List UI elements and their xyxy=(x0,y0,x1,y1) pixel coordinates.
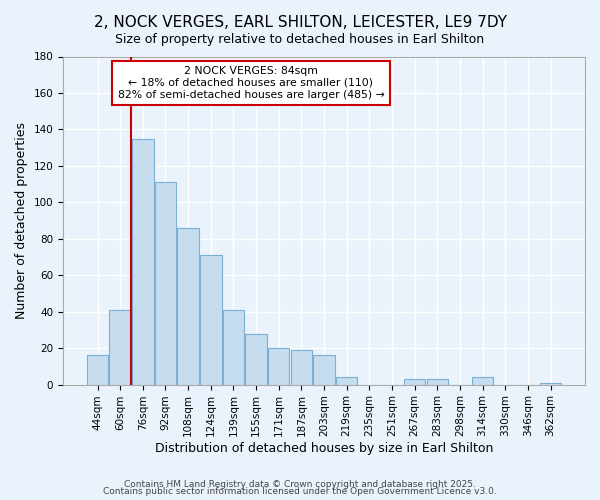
Bar xyxy=(200,255,221,384)
Bar xyxy=(223,310,244,384)
Bar xyxy=(427,379,448,384)
Bar xyxy=(155,182,176,384)
Bar xyxy=(540,383,561,384)
Bar xyxy=(87,356,108,384)
Text: Contains HM Land Registry data © Crown copyright and database right 2025.: Contains HM Land Registry data © Crown c… xyxy=(124,480,476,489)
X-axis label: Distribution of detached houses by size in Earl Shilton: Distribution of detached houses by size … xyxy=(155,442,493,455)
Y-axis label: Number of detached properties: Number of detached properties xyxy=(15,122,28,319)
Bar xyxy=(268,348,289,385)
Bar xyxy=(336,378,358,384)
Text: 2, NOCK VERGES, EARL SHILTON, LEICESTER, LE9 7DY: 2, NOCK VERGES, EARL SHILTON, LEICESTER,… xyxy=(94,15,506,30)
Bar xyxy=(313,356,335,384)
Text: 2 NOCK VERGES: 84sqm
← 18% of detached houses are smaller (110)
82% of semi-deta: 2 NOCK VERGES: 84sqm ← 18% of detached h… xyxy=(118,66,385,100)
Bar xyxy=(178,228,199,384)
Text: Contains public sector information licensed under the Open Government Licence v3: Contains public sector information licen… xyxy=(103,487,497,496)
Bar xyxy=(132,138,154,384)
Bar xyxy=(290,350,312,384)
Bar xyxy=(472,378,493,384)
Bar xyxy=(109,310,131,384)
Bar xyxy=(404,379,425,384)
Text: Size of property relative to detached houses in Earl Shilton: Size of property relative to detached ho… xyxy=(115,32,485,46)
Bar xyxy=(245,334,267,384)
